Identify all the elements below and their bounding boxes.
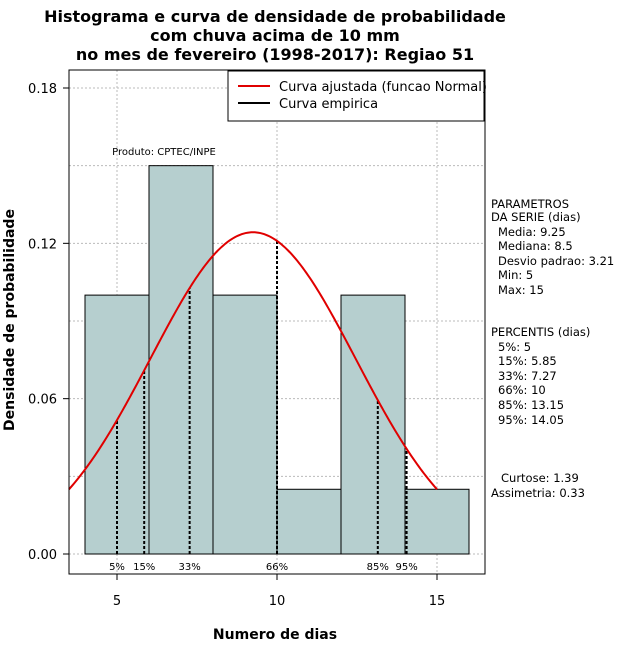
param-min: Min: 5 xyxy=(498,268,533,282)
percentile-label-5: 95% xyxy=(395,562,417,573)
histogram-bar-1 xyxy=(148,165,214,555)
assimetria: Assimetria: 0.33 xyxy=(491,486,585,500)
legend: Curva ajustada (funcao Normal) Curva emp… xyxy=(227,70,487,122)
chart-title-line-1: Histograma e curva de densidade de proba… xyxy=(44,7,506,26)
percentil-85: 85%: 13.15 xyxy=(498,398,564,412)
legend-label-empirical: Curva empirica xyxy=(279,97,378,112)
percentile-label-4: 85% xyxy=(367,562,389,573)
param-desvio: Desvio padrao: 3.21 xyxy=(498,254,614,268)
side-panel: PARAMETROS DA SERIE (dias) Media: 9.25 M… xyxy=(491,197,614,500)
param-mediana: Mediana: 8.5 xyxy=(498,239,573,253)
percentile-lines-layer: 5% 15% 33% 66% 85% 95% xyxy=(109,240,418,573)
params-title-1: PARAMETROS xyxy=(491,197,569,211)
percentis-title: PERCENTIS (dias) xyxy=(491,325,590,339)
y-axis-label: Densidade de probabilidade xyxy=(2,209,18,431)
axes-layer: 5 10 15 0.00 0.06 0.12 0.18 xyxy=(28,82,445,609)
percentil-66: 66%: 10 xyxy=(498,383,546,397)
x-tick-label-15: 15 xyxy=(429,594,446,609)
histogram-bar-0 xyxy=(84,294,150,555)
y-tick-label: 0.18 xyxy=(28,82,57,97)
histogram-bar-3 xyxy=(276,488,342,555)
curtose: Curtose: 1.39 xyxy=(501,471,579,485)
x-tick-label-5: 5 xyxy=(113,594,121,609)
histogram-bar-5 xyxy=(404,488,470,555)
percentil-15: 15%: 5.85 xyxy=(498,354,557,368)
percentil-95: 95%: 14.05 xyxy=(498,413,564,427)
y-tick-label: 0.06 xyxy=(28,393,57,408)
chart-title-line-2: com chuva acima de 10 mm xyxy=(150,26,400,45)
percentil-5: 5%: 5 xyxy=(498,340,531,354)
percentile-label-3: 66% xyxy=(266,562,288,573)
param-media: Media: 9.25 xyxy=(498,225,566,239)
histogram-bar-4 xyxy=(340,294,406,555)
normal-fit-curve xyxy=(68,231,438,490)
params-title-2: DA SERIE (dias) xyxy=(491,210,581,224)
percentile-label-0: 5% xyxy=(109,562,125,573)
y-tick-label: 0.12 xyxy=(28,237,57,252)
histogram-bar-2 xyxy=(212,294,278,555)
product-annotation: Produto: CPTEC/INPE xyxy=(112,147,216,158)
x-tick-label-10: 10 xyxy=(269,594,286,609)
param-max: Max: 15 xyxy=(498,283,544,297)
percentil-33: 33%: 7.27 xyxy=(498,369,557,383)
y-tick-label: 0.00 xyxy=(28,548,57,563)
chart-title-line-3: no mes de fevereiro (1998-2017): Regiao … xyxy=(76,45,474,64)
legend-box xyxy=(227,70,485,122)
x-axis-label: Numero de dias xyxy=(213,627,337,643)
bars-layer xyxy=(84,165,470,555)
legend-label-fitted: Curva ajustada (funcao Normal) xyxy=(279,80,487,95)
percentile-label-1: 15% xyxy=(133,562,155,573)
percentile-label-2: 33% xyxy=(179,562,201,573)
curve-layer xyxy=(68,231,438,490)
